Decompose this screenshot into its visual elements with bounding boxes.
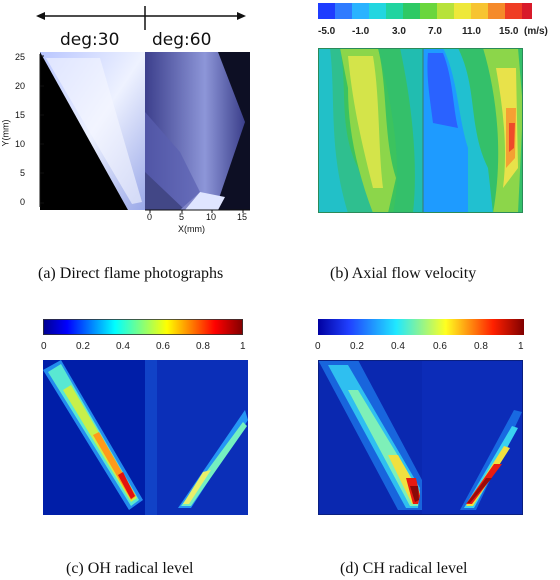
vel-tick-3: 3.0 [392,26,406,37]
x-axis-a [145,209,250,213]
vel-tick-7: 7.0 [428,26,442,37]
y-tick-20: 20 [15,81,26,91]
y-tick-0: 0 [20,197,26,207]
oh-radical-image [43,360,248,515]
flame-photograph [40,52,250,210]
oh-tick-0: 0 [41,341,47,352]
vel-unit: (m/s) [524,26,548,37]
ch-tick-04: 0.4 [391,341,405,352]
ch-tick-1: 1 [518,341,524,352]
x-tick-15: 15 [237,212,248,222]
caption-d: (d) CH radical level [340,560,468,577]
x-axis-label-a: X(mm) [178,224,205,234]
vel-tick-11: 11.0 [462,26,481,37]
oh-tick-04: 0.4 [116,341,130,352]
vel-tick-15: 15.0 [499,26,519,37]
caption-c: (c) OH radical level [66,560,194,577]
oh-colorbar [43,319,243,335]
y-tick-5: 5 [20,168,26,178]
ch-tick-06: 0.6 [433,341,447,352]
ch-radical-image [318,360,523,515]
vel-tick-m5: -5.0 [318,26,336,37]
y-axis-label-a: Y(mm) [0,119,11,147]
velocity-colorbar [318,3,532,19]
caption-b: (b) Axial flow velocity [330,265,477,282]
y-tick-15: 15 [15,110,26,120]
velocity-contour-map [318,48,523,213]
oh-tick-06: 0.6 [156,341,170,352]
vel-tick-m1: -1.0 [352,26,370,37]
ch-tick-08: 0.8 [474,341,488,352]
x-tick-5: 5 [179,212,185,222]
oh-tick-02: 0.2 [76,341,90,352]
ch-tick-02: 0.2 [350,341,364,352]
angle-arrow [36,6,246,30]
caption-a: (a) Direct flame photographs [38,265,224,282]
y-axis-a [39,54,44,207]
oh-tick-08: 0.8 [196,341,210,352]
ch-tick-0: 0 [315,341,321,352]
label-deg30: deg:30 [60,30,120,50]
ch-colorbar [318,319,524,335]
y-tick-10: 10 [15,139,26,149]
x-tick-0: 0 [147,212,153,222]
oh-tick-1: 1 [240,341,246,352]
y-tick-25: 25 [15,52,26,62]
x-tick-10: 10 [206,212,217,222]
label-deg60: deg:60 [152,30,212,50]
